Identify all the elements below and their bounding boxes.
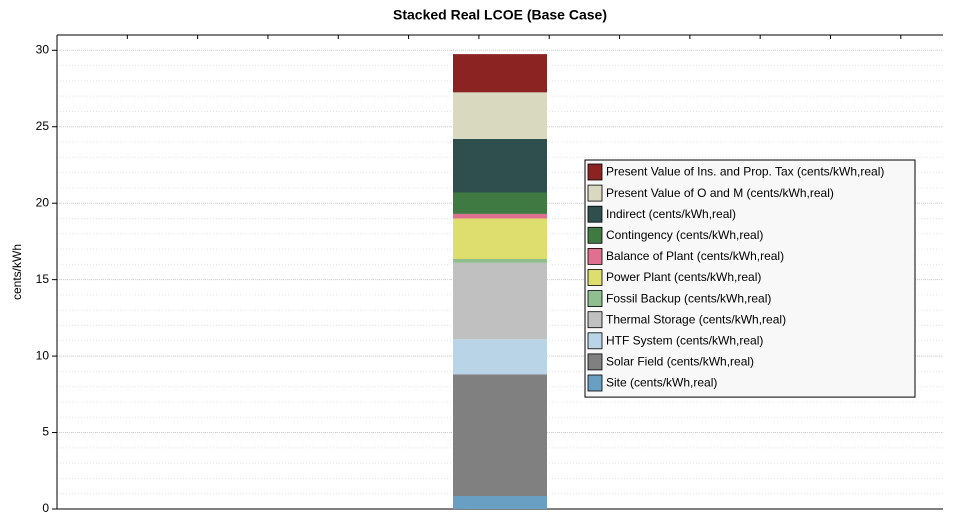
bar-segment [453,213,547,219]
legend-swatch [587,332,603,350]
legend-swatch [587,353,603,371]
bar-segment [453,192,547,214]
legend-label: Power Plant (cents/kWh,real) [606,270,761,284]
legend-label: Solar Field (cents/kWh,real) [606,355,754,369]
bar-segment [453,138,547,193]
legend-label: Present Value of Ins. and Prop. Tax (cen… [606,165,884,179]
legend-label: HTF System (cents/kWh,real) [606,333,763,347]
legend-label: Contingency (cents/kWh,real) [606,228,763,242]
y-tick-label: 20 [36,195,50,209]
legend-swatch [587,290,603,308]
legend-label: Thermal Storage (cents/kWh,real) [606,312,786,326]
y-tick-label: 30 [36,42,50,56]
legend-swatch [587,311,603,329]
y-tick-label: 10 [36,348,50,362]
bar-segment [453,218,547,260]
bar-segment [453,374,547,497]
legend-label: Balance of Plant (cents/kWh,real) [606,249,784,263]
legend-swatch [587,247,603,265]
legend-swatch [587,374,603,392]
bar-segment [453,339,547,375]
bar-segment [453,54,547,93]
y-tick-label: 5 [42,425,49,439]
chart-title: Stacked Real LCOE (Base Case) [393,7,607,23]
y-axis-label: cents/kWh [10,244,24,300]
legend-swatch [587,184,603,202]
legend-label: Site (cents/kWh,real) [606,376,717,390]
y-tick-label: 15 [36,272,50,286]
legend-swatch [587,205,603,223]
bar-segment [453,92,547,139]
legend-box [584,159,916,398]
legend-swatch [587,269,603,286]
y-tick-label: 25 [36,119,50,133]
legend-swatch [587,226,603,244]
y-tick-label: 0 [42,501,49,513]
bar-segment [453,259,547,263]
legend-label: Indirect (cents/kWh,real) [606,207,736,221]
legend-label: Fossil Backup (cents/kWh,real) [606,291,771,305]
legend-label: Present Value of O and M (cents/kWh,real… [606,186,834,200]
bar-segment [453,262,547,340]
legend-swatch [587,163,603,181]
bar-segment [453,496,547,509]
